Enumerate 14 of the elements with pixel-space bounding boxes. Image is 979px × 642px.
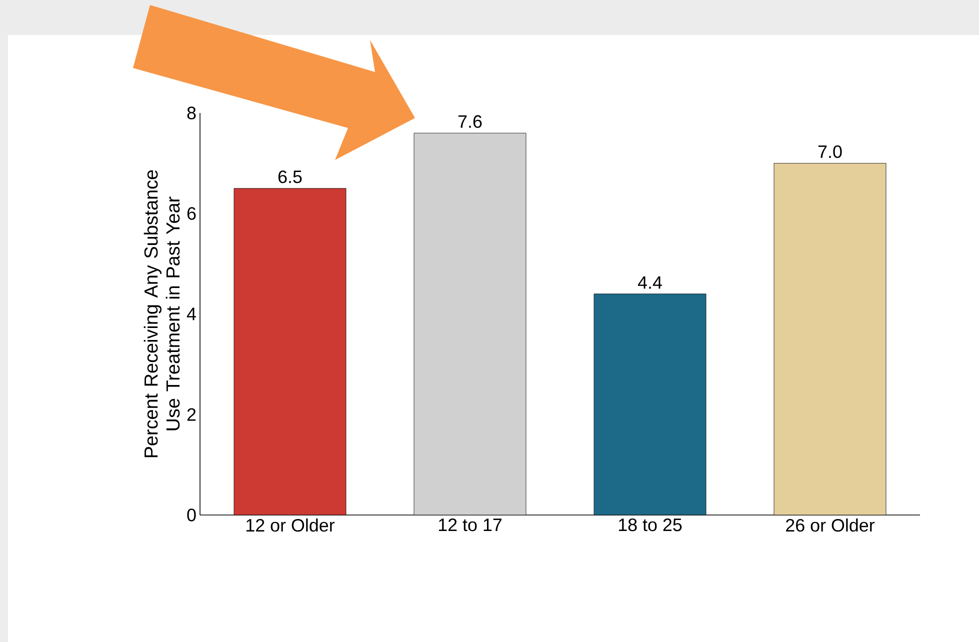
x-tick-label: 12 or Older: [246, 518, 335, 532]
data-label: 6.5: [278, 170, 302, 184]
x-tick-label: 26 or Older: [786, 518, 875, 532]
y-axis-title: Percent Receiving Any Substance Use Treatment in Past Year: [144, 170, 180, 458]
y-tick-label: 6: [187, 207, 196, 220]
data-label: 7.0: [818, 145, 842, 158]
y-tick-label: 4: [186, 308, 196, 320]
y-tick-label: 8: [187, 106, 196, 120]
x-tick-label: 12 to 17: [438, 518, 502, 532]
y-tick-label: 0: [187, 508, 196, 522]
x-tick-label: 18 to 25: [618, 518, 682, 532]
y-tick-label: 2: [187, 408, 196, 421]
data-label: 7.6: [458, 115, 482, 128]
data-label: 4.4: [638, 276, 662, 289]
